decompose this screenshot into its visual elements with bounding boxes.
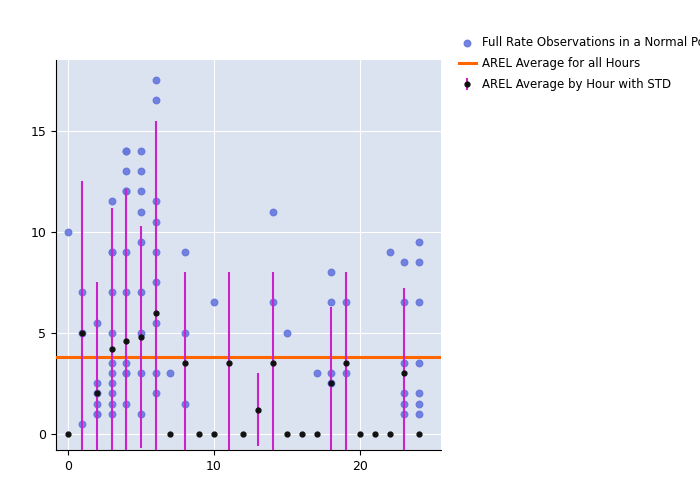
Full Rate Observations in a Normal Point bbox=[414, 298, 425, 306]
Full Rate Observations in a Normal Point bbox=[120, 147, 132, 155]
Full Rate Observations in a Normal Point bbox=[414, 258, 425, 266]
Full Rate Observations in a Normal Point bbox=[106, 390, 117, 398]
Full Rate Observations in a Normal Point bbox=[179, 329, 190, 337]
Full Rate Observations in a Normal Point bbox=[399, 359, 410, 367]
Full Rate Observations in a Normal Point bbox=[135, 410, 146, 418]
Full Rate Observations in a Normal Point bbox=[340, 298, 351, 306]
Full Rate Observations in a Normal Point bbox=[92, 318, 103, 326]
Full Rate Observations in a Normal Point bbox=[399, 298, 410, 306]
Full Rate Observations in a Normal Point bbox=[414, 390, 425, 398]
Full Rate Observations in a Normal Point bbox=[120, 167, 132, 175]
Full Rate Observations in a Normal Point bbox=[399, 400, 410, 407]
Full Rate Observations in a Normal Point bbox=[326, 369, 337, 377]
Full Rate Observations in a Normal Point bbox=[120, 188, 132, 196]
Full Rate Observations in a Normal Point bbox=[120, 147, 132, 155]
Full Rate Observations in a Normal Point bbox=[106, 410, 117, 418]
Full Rate Observations in a Normal Point bbox=[120, 369, 132, 377]
Full Rate Observations in a Normal Point bbox=[92, 410, 103, 418]
Full Rate Observations in a Normal Point bbox=[135, 329, 146, 337]
Full Rate Observations in a Normal Point bbox=[120, 288, 132, 296]
Full Rate Observations in a Normal Point bbox=[179, 248, 190, 256]
Full Rate Observations in a Normal Point bbox=[106, 369, 117, 377]
Full Rate Observations in a Normal Point bbox=[106, 359, 117, 367]
Full Rate Observations in a Normal Point bbox=[150, 248, 161, 256]
Full Rate Observations in a Normal Point bbox=[399, 390, 410, 398]
Full Rate Observations in a Normal Point bbox=[106, 288, 117, 296]
Full Rate Observations in a Normal Point bbox=[209, 298, 220, 306]
Full Rate Observations in a Normal Point bbox=[77, 288, 88, 296]
Full Rate Observations in a Normal Point bbox=[384, 248, 395, 256]
Full Rate Observations in a Normal Point bbox=[326, 268, 337, 276]
Full Rate Observations in a Normal Point bbox=[106, 380, 117, 388]
Full Rate Observations in a Normal Point bbox=[120, 369, 132, 377]
Full Rate Observations in a Normal Point bbox=[135, 288, 146, 296]
Full Rate Observations in a Normal Point bbox=[179, 400, 190, 407]
Full Rate Observations in a Normal Point bbox=[135, 188, 146, 196]
Full Rate Observations in a Normal Point bbox=[150, 278, 161, 286]
AREL Average for all Hours bbox=[78, 354, 87, 360]
Full Rate Observations in a Normal Point bbox=[150, 318, 161, 326]
Full Rate Observations in a Normal Point bbox=[135, 147, 146, 155]
AREL Average for all Hours bbox=[64, 354, 72, 360]
Full Rate Observations in a Normal Point bbox=[92, 380, 103, 388]
Full Rate Observations in a Normal Point bbox=[150, 198, 161, 205]
Full Rate Observations in a Normal Point bbox=[77, 420, 88, 428]
Full Rate Observations in a Normal Point bbox=[62, 228, 74, 236]
Full Rate Observations in a Normal Point bbox=[326, 298, 337, 306]
Full Rate Observations in a Normal Point bbox=[120, 359, 132, 367]
Full Rate Observations in a Normal Point bbox=[135, 208, 146, 216]
Full Rate Observations in a Normal Point bbox=[267, 298, 279, 306]
Full Rate Observations in a Normal Point bbox=[281, 329, 293, 337]
Full Rate Observations in a Normal Point bbox=[106, 198, 117, 205]
Legend: Full Rate Observations in a Normal Point, AREL Average for all Hours, AREL Avera: Full Rate Observations in a Normal Point… bbox=[454, 31, 700, 96]
Full Rate Observations in a Normal Point bbox=[150, 218, 161, 226]
Full Rate Observations in a Normal Point bbox=[120, 248, 132, 256]
Full Rate Observations in a Normal Point bbox=[326, 380, 337, 388]
Full Rate Observations in a Normal Point bbox=[164, 369, 176, 377]
Full Rate Observations in a Normal Point bbox=[92, 400, 103, 407]
Full Rate Observations in a Normal Point bbox=[150, 390, 161, 398]
Full Rate Observations in a Normal Point bbox=[120, 188, 132, 196]
Full Rate Observations in a Normal Point bbox=[340, 369, 351, 377]
Full Rate Observations in a Normal Point bbox=[267, 208, 279, 216]
Full Rate Observations in a Normal Point bbox=[414, 410, 425, 418]
Full Rate Observations in a Normal Point bbox=[135, 167, 146, 175]
Full Rate Observations in a Normal Point bbox=[92, 390, 103, 398]
Full Rate Observations in a Normal Point bbox=[150, 369, 161, 377]
Full Rate Observations in a Normal Point bbox=[399, 258, 410, 266]
Full Rate Observations in a Normal Point bbox=[106, 400, 117, 407]
Full Rate Observations in a Normal Point bbox=[414, 238, 425, 246]
Full Rate Observations in a Normal Point bbox=[414, 359, 425, 367]
Full Rate Observations in a Normal Point bbox=[414, 400, 425, 407]
Full Rate Observations in a Normal Point bbox=[106, 329, 117, 337]
Full Rate Observations in a Normal Point bbox=[120, 400, 132, 407]
Full Rate Observations in a Normal Point bbox=[399, 410, 410, 418]
Full Rate Observations in a Normal Point bbox=[150, 76, 161, 84]
Full Rate Observations in a Normal Point bbox=[311, 369, 322, 377]
Full Rate Observations in a Normal Point bbox=[92, 410, 103, 418]
Full Rate Observations in a Normal Point bbox=[106, 248, 117, 256]
Full Rate Observations in a Normal Point bbox=[106, 248, 117, 256]
Full Rate Observations in a Normal Point bbox=[77, 329, 88, 337]
Full Rate Observations in a Normal Point bbox=[135, 238, 146, 246]
Full Rate Observations in a Normal Point bbox=[150, 96, 161, 104]
Full Rate Observations in a Normal Point bbox=[135, 369, 146, 377]
